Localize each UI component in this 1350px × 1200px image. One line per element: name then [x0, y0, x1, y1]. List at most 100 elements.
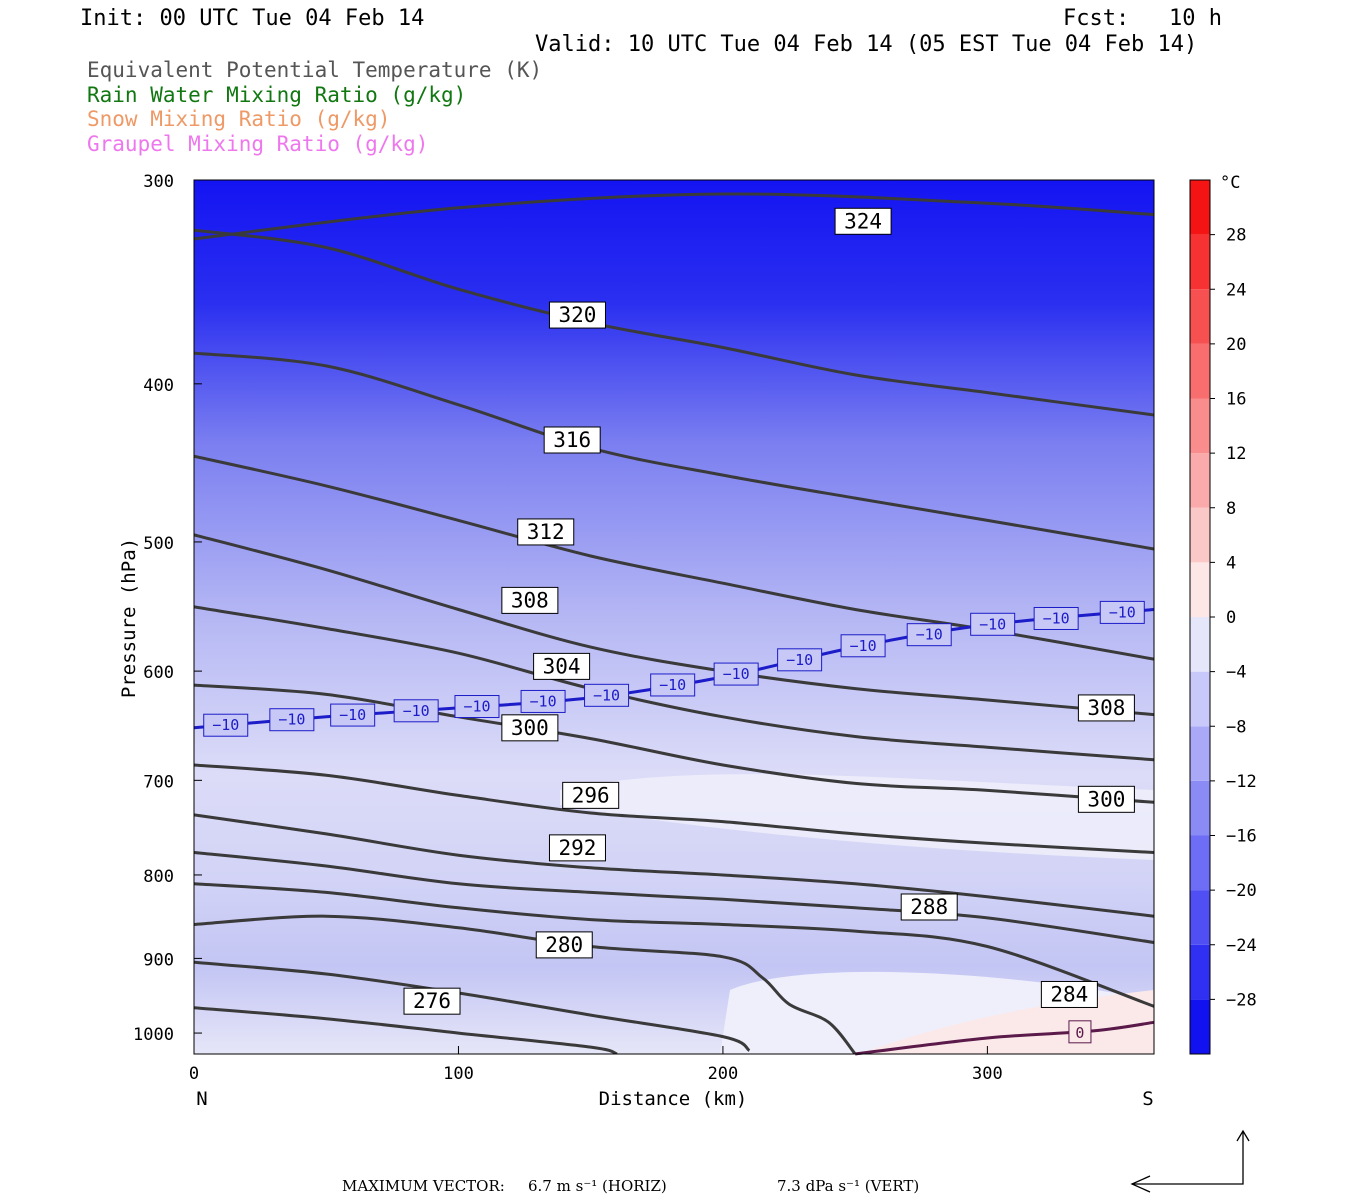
colorbar-label: −28 [1226, 990, 1257, 1010]
y-tick-label: 400 [143, 376, 174, 396]
colorbar-swatch [1190, 671, 1210, 727]
colorbar-swatch [1190, 999, 1210, 1054]
colorbar-swatch [1190, 726, 1210, 781]
svg-text:−10: −10 [403, 702, 430, 720]
isotherm-minus10-label: −10 [777, 648, 823, 672]
colorbar-label: 24 [1226, 280, 1246, 300]
colorbar-swatch [1190, 343, 1210, 399]
svg-text:324: 324 [844, 209, 882, 233]
theta-e-contour-300 [194, 683, 1154, 804]
theta-e-contour-308 [194, 533, 1154, 717]
theta-e-label: 284 [1040, 980, 1098, 1008]
max-vector-horiz: 6.7 m s⁻¹ (HORIZ) [528, 1177, 667, 1195]
y-tick-label: 300 [143, 172, 174, 192]
isotherm-minus10-label: −10 [1099, 600, 1145, 624]
svg-text:−10: −10 [850, 637, 877, 655]
theta-e-label: 308 [501, 586, 559, 614]
svg-text:304: 304 [543, 654, 581, 678]
colorbar-label: 4 [1226, 553, 1236, 573]
y-tick-label: 600 [143, 663, 174, 683]
svg-text:320: 320 [559, 303, 597, 327]
svg-text:280: 280 [545, 933, 583, 957]
colorbar-swatch [1190, 835, 1210, 891]
svg-text:300: 300 [1087, 787, 1125, 811]
theta-e-label: 320 [548, 301, 606, 329]
isotherm-minus10-label: −10 [520, 689, 566, 713]
legend-graupel: Graupel Mixing Ratio (g/kg) [87, 132, 429, 156]
svg-text:288: 288 [910, 895, 948, 919]
svg-text:−10: −10 [463, 698, 490, 716]
svg-text:−10: −10 [1043, 609, 1070, 627]
colorbar-swatch [1190, 507, 1210, 563]
init-time: Init: 00 UTC Tue 04 Feb 14 [80, 6, 425, 31]
theta-e-label: 296 [562, 781, 620, 809]
colorbar-label: 8 [1226, 499, 1236, 519]
theta-e-label: 300 [1077, 785, 1135, 813]
isotherm-minus10-label: −10 [330, 703, 376, 727]
theta-e-label: 312 [517, 518, 575, 546]
legend-theta-e: Equivalent Potential Temperature (K) [87, 58, 543, 82]
svg-text:−10: −10 [593, 686, 620, 704]
colorbar-label: −16 [1226, 827, 1257, 847]
theta-e-label: 276 [403, 987, 461, 1015]
svg-text:−10: −10 [659, 676, 686, 694]
x-tick-label: 200 [708, 1064, 739, 1084]
svg-text:284: 284 [1050, 982, 1088, 1006]
x-right-label: S [1142, 1088, 1153, 1110]
theta-e-label: 316 [543, 426, 601, 454]
y-tick-label: 800 [143, 867, 174, 887]
colorbar-label: 12 [1226, 444, 1246, 464]
legend-rain-water: Rain Water Mixing Ratio (g/kg) [87, 83, 467, 107]
plot-frame [193, 179, 1155, 1055]
colorbar-swatch [1190, 289, 1210, 344]
isotherm-minus10-label: −10 [840, 634, 886, 658]
svg-text:308: 308 [511, 588, 549, 612]
colorbar-label: −24 [1226, 936, 1257, 956]
colorbar-label: −20 [1226, 881, 1257, 901]
y-tick-label: 900 [143, 950, 174, 970]
isotherm-minus10-label: −10 [393, 699, 439, 723]
svg-text:−10: −10 [1109, 603, 1136, 621]
theta-e-label: 300 [501, 714, 559, 742]
svg-text:−10: −10 [786, 651, 813, 669]
x-tick-label: 300 [972, 1064, 1003, 1084]
isotherm-minus10-label: −10 [584, 683, 630, 707]
svg-text:308: 308 [1087, 696, 1125, 720]
svg-text:−10: −10 [212, 716, 239, 734]
svg-text:0: 0 [1075, 1024, 1084, 1042]
valid-time: Valid: 10 UTC Tue 04 Feb 14 (05 EST Tue … [535, 32, 1198, 57]
colorbar-label: 28 [1226, 226, 1246, 246]
isotherm-minus10-label: −10 [650, 673, 696, 697]
theta-e-label: 308 [1077, 694, 1135, 722]
colorbar-swatch [1190, 180, 1210, 235]
svg-text:−10: −10 [278, 711, 305, 729]
theta-e-label: 288 [900, 893, 958, 921]
x-left-label: N [196, 1088, 207, 1110]
svg-text:316: 316 [553, 428, 591, 452]
x-tick-label: 0 [189, 1064, 199, 1084]
theta-e-contour-324 [194, 192, 1154, 241]
y-tick-label: 700 [143, 772, 174, 792]
colorbar-label: −4 [1226, 663, 1246, 683]
svg-text:−10: −10 [979, 615, 1006, 633]
svg-text:−10: −10 [723, 665, 750, 683]
colorbar-label: 0 [1226, 608, 1236, 628]
svg-text:300: 300 [511, 716, 549, 740]
svg-text:296: 296 [572, 783, 610, 807]
svg-text:−10: −10 [530, 692, 557, 710]
x-tick-label: 100 [443, 1064, 474, 1084]
x-axis-title: Distance (km) [599, 1088, 748, 1110]
isotherm-minus10-label: −10 [713, 662, 759, 686]
forecast-hour: Fcst: 10 h [1063, 6, 1222, 31]
colorbar-swatch [1190, 562, 1210, 617]
isotherm-minus10-label: −10 [203, 713, 249, 737]
theta-e-contour-296 [194, 763, 1154, 854]
y-tick-label: 500 [143, 534, 174, 554]
theta-e-label: 292 [548, 834, 606, 862]
theta-e-contour-280 [194, 914, 857, 1054]
theta-e-label: 324 [834, 207, 892, 235]
colorbar-swatch [1190, 780, 1210, 836]
isotherm-minus10-label: −10 [906, 623, 952, 647]
colorbar-swatch [1190, 890, 1210, 945]
